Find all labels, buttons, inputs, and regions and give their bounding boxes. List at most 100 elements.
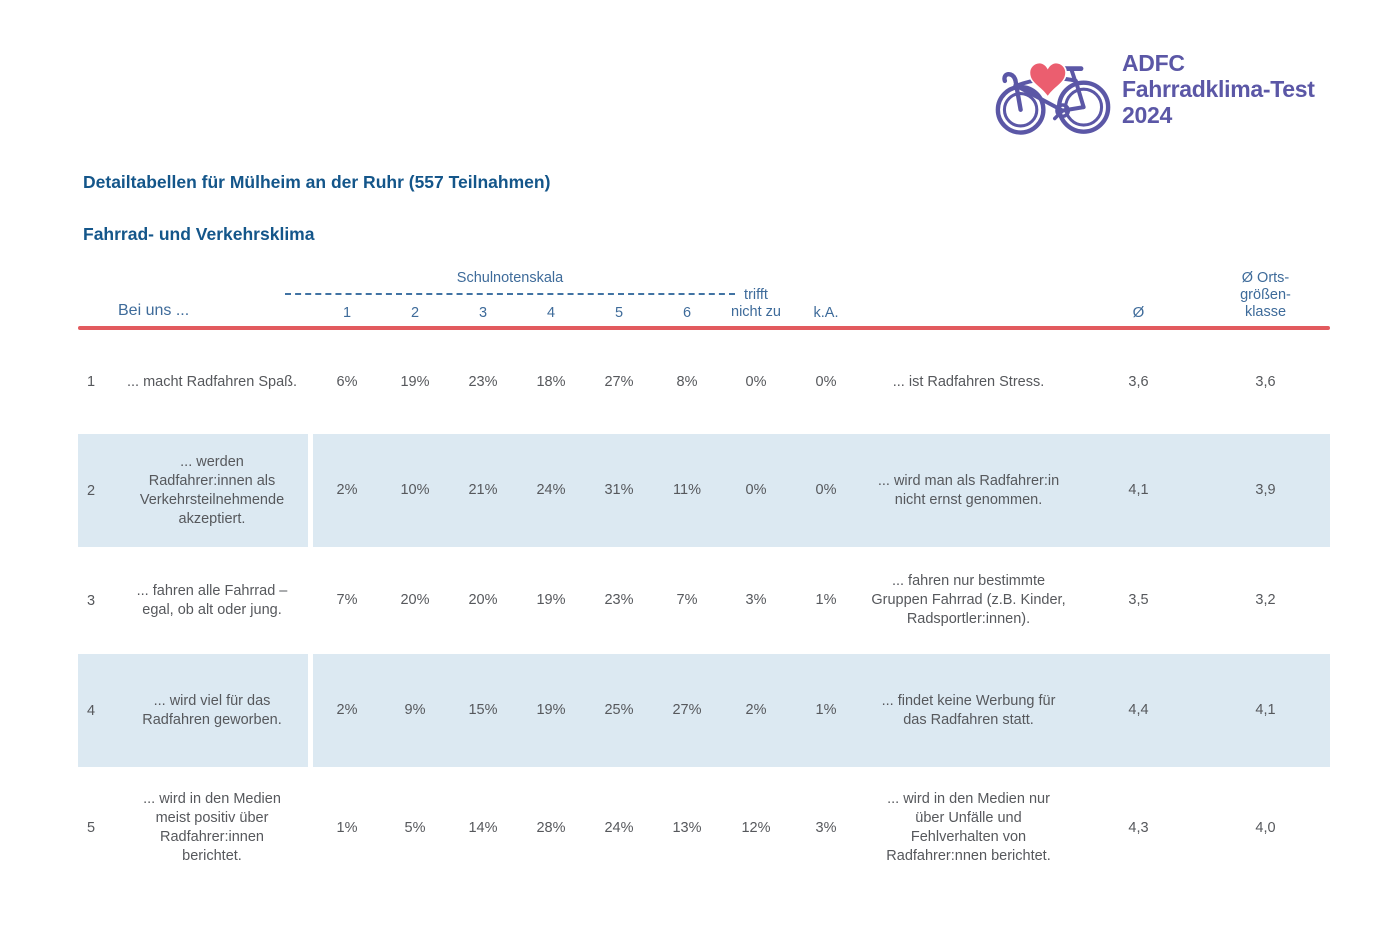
grade-3-value: 15% — [468, 702, 498, 718]
grade-1-value: 2% — [336, 702, 358, 718]
grade-4-value: 18% — [536, 373, 566, 390]
city-size-average-value: 3,9 — [1255, 482, 1276, 498]
table-row: 1 ... macht Radfahren Spaß. 6% 19% 23% 1… — [78, 330, 1330, 434]
header-left-block: Bei uns ... — [78, 302, 308, 326]
grade-4-value: 28% — [536, 819, 566, 836]
grade-5-value: 24% — [604, 819, 634, 836]
grade-6-value: 7% — [676, 592, 698, 608]
city-size-average-value: 3,2 — [1255, 592, 1276, 608]
question-negative: ... findet keine Werbung für das Radfahr… — [881, 692, 1056, 728]
question-positive: ... wird in den Medien meist positiv übe… — [143, 791, 281, 864]
trifft-nicht-zu-value: 0% — [745, 482, 767, 498]
ka-value: 1% — [815, 592, 837, 608]
grade-column-header-4: 4 — [546, 304, 556, 321]
row-right-block: 6% 19% 23% 18% 27% 8% 0% 0% ... ist Radf… — [313, 330, 1330, 434]
grade-column-header-3: 3 — [478, 304, 488, 321]
question-positive: ... fahren alle Fahrrad – egal, ob alt o… — [136, 582, 288, 618]
grade-column-header-1: 1 — [342, 304, 352, 321]
row-number: 4 — [87, 702, 96, 719]
row-left-block: 4 ... wird viel für das Radfahren geworb… — [78, 654, 308, 767]
table-row: 2 ... werden Radfahrer:innen als Verkehr… — [78, 434, 1330, 547]
logo-line-1: ADFC — [1122, 50, 1185, 76]
ka-value: 1% — [815, 702, 837, 718]
bicycle-heart-icon — [995, 61, 1111, 135]
grade-5-value: 31% — [604, 482, 634, 498]
header-divider-line — [78, 326, 1330, 330]
logo-line-2: Fahrradklima-Test — [1122, 76, 1315, 102]
grade-1-value: 6% — [336, 373, 358, 390]
detail-table: Bei uns ... Schulnotenskala 1 2 3 4 5 6 … — [78, 255, 1330, 889]
row-right-block: 7% 20% 20% 19% 23% 7% 3% 1% ... fahren n… — [313, 547, 1330, 654]
heart-icon — [1028, 61, 1067, 98]
grade-2-value: 20% — [400, 592, 430, 608]
table-body: 1 ... macht Radfahren Spaß. 6% 19% 23% 1… — [78, 330, 1330, 889]
question-negative: ... fahren nur bestimmte Gruppen Fahrrad… — [871, 573, 1066, 627]
row-right-block: 2% 10% 21% 24% 31% 11% 0% 0% ... wird ma… — [313, 434, 1330, 547]
column-header-ka: k.A. — [813, 305, 839, 321]
grade-6-value: 13% — [672, 819, 702, 836]
row-left-block: 3 ... fahren alle Fahrrad – egal, ob alt… — [78, 547, 308, 654]
grade-2-value: 19% — [400, 373, 430, 390]
column-header-bei-uns: Bei uns ... — [118, 302, 190, 319]
table-header: Bei uns ... Schulnotenskala 1 2 3 4 5 6 … — [78, 255, 1330, 326]
column-header-counter-statement — [861, 270, 1076, 321]
average-value: 3,6 — [1128, 373, 1149, 390]
grade-2-value: 5% — [404, 819, 426, 836]
schulnotenskala-header: Schulnotenskala — [285, 270, 735, 295]
adfc-logo: ADFC Fahrradklima-Test 2024 — [994, 50, 1315, 136]
city-size-average-value: 3,6 — [1255, 373, 1276, 390]
question-negative: ... wird man als Radfahrer:in nicht erns… — [877, 472, 1060, 508]
question-positive: ... wird viel für das Radfahren geworben… — [142, 692, 282, 728]
average-value: 3,5 — [1128, 592, 1149, 608]
grade-1-value: 2% — [336, 482, 358, 498]
grade-column-header-6: 6 — [682, 304, 692, 321]
average-value: 4,4 — [1128, 702, 1149, 718]
trifft-nicht-zu-value: 3% — [745, 592, 767, 608]
city-size-average-value: 4,0 — [1255, 819, 1276, 836]
grade-3-value: 23% — [468, 373, 498, 390]
ka-value: 0% — [815, 373, 837, 390]
grade-3-value: 20% — [468, 592, 498, 608]
question-negative: ... ist Radfahren Stress. — [892, 373, 1045, 390]
column-header-city-size-class: Ø Orts- größen- klasse — [1240, 270, 1291, 320]
row-number: 2 — [87, 482, 96, 499]
column-header-trifft-nicht-zu: trifft nicht zu — [731, 287, 781, 320]
average-value: 4,3 — [1128, 819, 1149, 836]
grade-5-value: 27% — [604, 373, 634, 390]
grade-1-value: 1% — [336, 819, 358, 836]
question-negative: ... wird in den Medien nur über Unfälle … — [886, 791, 1051, 864]
city-size-average-value: 4,1 — [1255, 702, 1276, 718]
question-positive: ... macht Radfahren Spaß. — [126, 373, 298, 390]
grade-6-value: 11% — [673, 482, 701, 498]
table-row: 4 ... wird viel für das Radfahren geworb… — [78, 654, 1330, 767]
grade-1-value: 7% — [336, 592, 358, 608]
question-positive: ... werden Radfahrer:innen als Verkehrst… — [139, 453, 285, 527]
grade-4-value: 19% — [536, 592, 566, 608]
row-left-block: 2 ... werden Radfahrer:innen als Verkehr… — [78, 434, 308, 547]
grade-6-value: 8% — [676, 373, 698, 390]
trifft-nicht-zu-value: 2% — [745, 702, 767, 718]
ka-value: 3% — [815, 819, 837, 836]
row-right-block: 1% 5% 14% 28% 24% 13% 12% 3% ... wird in… — [313, 767, 1330, 889]
logo-text: ADFC Fahrradklima-Test 2024 — [1122, 50, 1315, 128]
grade-column-header-2: 2 — [410, 304, 420, 321]
page-title: Detailtabellen für Mülheim an der Ruhr (… — [83, 172, 551, 192]
grade-column-header-5: 5 — [614, 304, 624, 321]
ka-value: 0% — [815, 482, 837, 498]
grade-4-value: 24% — [536, 482, 566, 498]
row-number: 1 — [87, 374, 96, 390]
trifft-nicht-zu-value: 0% — [745, 373, 767, 390]
logo-line-3: 2024 — [1122, 102, 1172, 128]
grade-2-value: 10% — [400, 482, 430, 498]
header-right-block: Schulnotenskala 1 2 3 4 5 6 trifft nicht… — [285, 270, 1330, 326]
row-left-block: 1 ... macht Radfahren Spaß. — [78, 330, 308, 434]
average-value: 4,1 — [1128, 482, 1149, 498]
grade-3-value: 21% — [468, 482, 498, 498]
row-number: 5 — [87, 820, 96, 836]
column-header-average: Ø — [1132, 304, 1145, 321]
table-row: 5 ... wird in den Medien meist positiv ü… — [78, 767, 1330, 889]
grade-5-value: 23% — [604, 592, 634, 608]
row-right-block: 2% 9% 15% 19% 25% 27% 2% 1% ... findet k… — [313, 654, 1330, 767]
grade-6-value: 27% — [672, 702, 702, 718]
